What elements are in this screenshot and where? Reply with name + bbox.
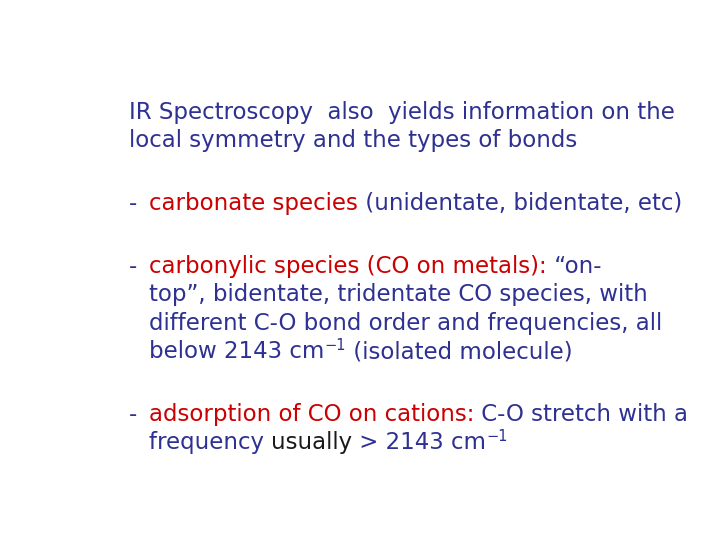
- Text: carbonylic species (CO on metals):: carbonylic species (CO on metals):: [149, 254, 546, 278]
- Text: frequency: frequency: [149, 431, 271, 454]
- Text: different C-O bond order and frequencies, all: different C-O bond order and frequencies…: [149, 312, 662, 334]
- Text: (isolated molecule): (isolated molecule): [346, 340, 572, 363]
- Text: local symmetry and the types of bonds: local symmetry and the types of bonds: [129, 129, 577, 152]
- Text: -: -: [129, 403, 137, 426]
- Text: adsorption of CO on cations:: adsorption of CO on cations:: [149, 403, 474, 426]
- Text: > 2143 cm: > 2143 cm: [352, 431, 486, 454]
- Text: usually: usually: [271, 431, 352, 454]
- Text: (unidentate, bidentate, etc): (unidentate, bidentate, etc): [358, 192, 682, 215]
- Text: top”, bidentate, tridentate CO species, with: top”, bidentate, tridentate CO species, …: [149, 283, 648, 306]
- Text: IR Spectroscopy  also  yields information on the: IR Spectroscopy also yields information …: [129, 100, 675, 124]
- Text: “on-: “on-: [546, 254, 601, 278]
- Text: −1: −1: [486, 429, 508, 444]
- Text: −1: −1: [324, 339, 346, 353]
- Text: below 2143 cm: below 2143 cm: [149, 340, 324, 363]
- Text: -: -: [129, 254, 137, 278]
- Text: -: -: [129, 192, 137, 215]
- Text: carbonate species: carbonate species: [149, 192, 358, 215]
- Text: C-O stretch with a: C-O stretch with a: [474, 403, 688, 426]
